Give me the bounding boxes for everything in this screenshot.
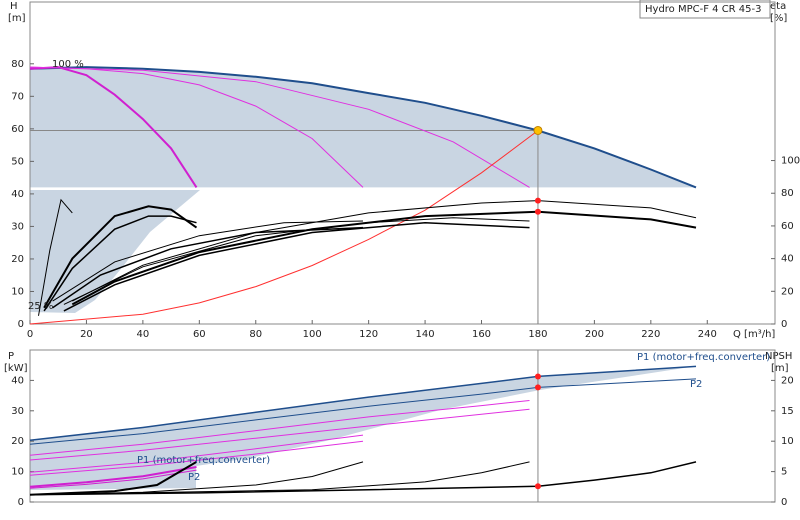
y-tick-label: 80 [11, 59, 24, 70]
x-tick-label: 40 [137, 329, 150, 340]
duty-point [533, 125, 543, 135]
y-tick-label: 10 [11, 467, 24, 478]
curve [43, 205, 198, 309]
y2-tick-label: 20 [781, 286, 794, 297]
y2-tick-label: 80 [781, 188, 794, 199]
x-tick-label: 180 [528, 329, 547, 340]
y2-tick-label: 10 [781, 436, 794, 447]
chart-title: Hydro MPC-F 4 CR 45-3 [645, 4, 762, 15]
annotation: P1 (motor+freq.converter) [637, 352, 770, 363]
y2-tick-label: 40 [781, 254, 794, 265]
operating-range [30, 67, 697, 490]
y2-tick-label: 20 [781, 375, 794, 386]
y-tick-label: 60 [11, 124, 24, 135]
y-label: H [10, 1, 18, 12]
curve [29, 66, 697, 189]
plot-frame [29, 1, 776, 325]
y-tick-label: 70 [11, 91, 24, 102]
y-tick-label: 50 [11, 156, 24, 167]
x-tick-label: 0 [27, 329, 33, 340]
curve [29, 461, 198, 496]
curve [29, 130, 539, 325]
x-tick-label: 20 [80, 329, 93, 340]
curve [52, 220, 364, 302]
y-label: P [8, 351, 14, 362]
y2-label: NPSH [765, 351, 792, 362]
y2-tick-label: 15 [781, 406, 794, 417]
range-area [30, 67, 696, 188]
y2-label: eta [770, 1, 786, 12]
x-tick-label: 220 [641, 329, 660, 340]
x-label: Q [m³/h] [733, 329, 775, 340]
x-tick-label: 60 [193, 329, 206, 340]
curve [43, 215, 197, 312]
curve [29, 469, 197, 489]
y-tick-label: 40 [11, 375, 24, 386]
duty-marker [534, 384, 541, 391]
x-tick-label: 200 [585, 329, 604, 340]
annotation: P2 [188, 472, 200, 483]
curve [29, 466, 197, 488]
duty-marker [534, 197, 541, 204]
y2-tick-label: 0 [781, 319, 787, 330]
y-tick-label: 30 [11, 221, 24, 232]
curve [29, 461, 530, 496]
annotation: 100 % [52, 59, 84, 70]
x-tick-label: 80 [249, 329, 262, 340]
y-tick-label: 20 [11, 436, 24, 447]
y-tick-label: 0 [18, 319, 24, 330]
curve [52, 226, 364, 309]
curve [63, 221, 530, 312]
x-tick-label: 160 [472, 329, 491, 340]
x-tick-label: 100 [303, 329, 322, 340]
y-unit: [m] [8, 13, 26, 24]
y-unit: [kW] [4, 363, 28, 374]
plot-frame [29, 349, 776, 503]
range-area [30, 366, 697, 490]
annotation: 25 % [28, 301, 53, 312]
y-tick-label: 0 [18, 497, 24, 508]
curve [29, 400, 530, 456]
y-tick-label: 40 [11, 189, 24, 200]
curve [38, 198, 73, 316]
y2-tick-label: 60 [781, 221, 794, 232]
annotation: P2 [690, 379, 702, 390]
x-tick-label: 240 [698, 329, 717, 340]
y2-tick-label: 0 [781, 497, 787, 508]
range-area [30, 190, 200, 313]
curve [29, 461, 364, 496]
curve [29, 66, 530, 188]
curve [29, 408, 530, 461]
y2-tick-label: 100 [781, 156, 800, 167]
y-tick-label: 10 [11, 286, 24, 297]
y2-unit: [%] [770, 13, 787, 24]
annotation: P1 (motor+freq.converter) [137, 455, 270, 466]
y-tick-label: 30 [11, 406, 24, 417]
duty-marker [534, 208, 541, 215]
curve [29, 66, 198, 188]
x-tick-label: 120 [359, 329, 378, 340]
y2-tick-label: 5 [781, 467, 787, 478]
duty-marker [534, 483, 541, 490]
y2-unit: [m] [771, 363, 789, 374]
x-tick-label: 140 [416, 329, 435, 340]
duty-marker [534, 373, 541, 380]
curve [72, 200, 697, 302]
curve [29, 440, 364, 476]
curve [29, 434, 364, 473]
y-tick-label: 20 [11, 254, 24, 265]
title-box [639, 0, 771, 19]
